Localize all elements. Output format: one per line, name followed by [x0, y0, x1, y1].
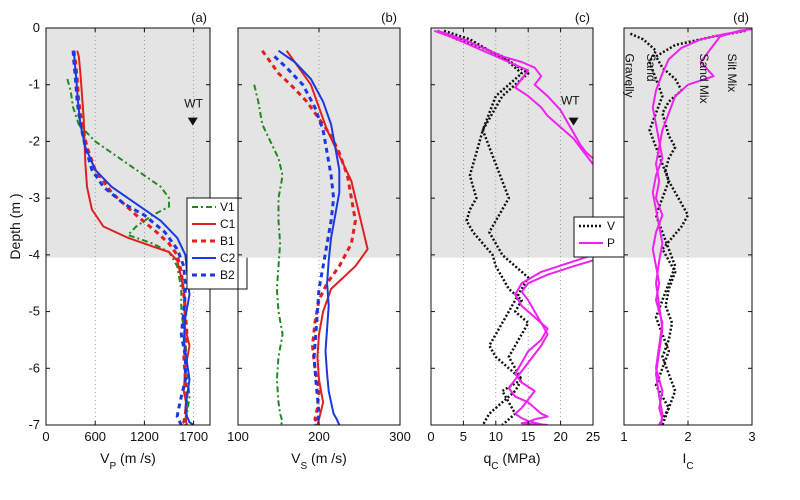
- x-axis-label-main: I: [682, 450, 686, 466]
- panel-b: 100 200 300 (b) VS (m /s): [227, 10, 411, 472]
- x-tick-label: 300: [389, 429, 411, 444]
- x-tick-label: 10: [489, 429, 503, 444]
- x-axis-label: IC: [682, 450, 693, 472]
- y-tick-label: -7: [28, 417, 40, 432]
- x-axis-label-main: V: [291, 450, 301, 466]
- series-group: [66, 50, 195, 425]
- x-axis-label-sub: P: [110, 461, 117, 472]
- x-tick-label: 1700: [179, 429, 208, 444]
- x-axis-label-unit: (m /s): [307, 450, 347, 466]
- panel-letter: (a): [191, 10, 207, 25]
- series-line-p-5: [514, 253, 593, 425]
- series-line-p-2: [433, 29, 593, 165]
- series-line-p-3: [437, 29, 593, 160]
- series-group: [433, 29, 593, 425]
- x-axis-label-unit: (m /s): [116, 450, 156, 466]
- zone-label: Gravelly: [623, 54, 637, 98]
- x-axis-label-main: V: [100, 450, 110, 466]
- series-line-v-0: [436, 29, 530, 425]
- improved-zone-shade: [238, 28, 400, 258]
- series-line-v1-0: [66, 78, 191, 425]
- panel-c: 0 5 10 15 20 25 (c) qC (MPa) WT: [427, 10, 600, 472]
- series-group: [253, 49, 369, 425]
- y-tick-label: -4: [28, 247, 40, 262]
- x-axis-label: VP (m /s): [100, 450, 156, 472]
- improved-zone-shade: [624, 28, 752, 258]
- x-tick-label: 15: [521, 429, 535, 444]
- panel-letter: (d): [733, 10, 749, 25]
- water-table-marker: [568, 117, 579, 126]
- panel-letter: (c): [575, 10, 590, 25]
- x-axis-label: qC (MPa): [483, 450, 540, 472]
- y-tick-label: -6: [28, 360, 40, 375]
- panel-a: 0 600 1200 1700 0 -1 -2 -3 -4 -5 -6 -7 (a) VP (m /s) D…: [7, 10, 211, 472]
- legend-label-c2: C2: [220, 251, 236, 265]
- x-tick-label: 100: [227, 429, 249, 444]
- zone-label: Sand: [644, 54, 658, 82]
- series-line-p-3: [651, 29, 746, 425]
- annotation: WT: [184, 96, 203, 110]
- x-axis-label-main: q: [483, 450, 491, 466]
- x-tick-label: 600: [84, 429, 106, 444]
- water-table-marker: [187, 117, 198, 126]
- legend-label-c1: C1: [220, 217, 236, 231]
- y-tick-label: -3: [28, 190, 40, 205]
- series-line-v-1: [443, 29, 530, 425]
- y-tick-label: 0: [33, 20, 40, 35]
- x-tick-label: 25: [586, 429, 600, 444]
- x-tick-label: 20: [553, 429, 567, 444]
- x-tick-label: 5: [460, 429, 467, 444]
- series-line-b2-4: [71, 50, 187, 425]
- legend-label-b2: B2: [220, 268, 235, 282]
- x-axis-label-sub: S: [301, 461, 308, 472]
- series-line-v-0: [654, 29, 746, 425]
- series-line-v1-0: [253, 84, 284, 425]
- y-tick-label: -5: [28, 304, 40, 319]
- x-tick-label: 2: [684, 429, 691, 444]
- x-tick-label: 3: [748, 429, 755, 444]
- y-tick-label: -2: [28, 133, 40, 148]
- x-tick-label: 1200: [130, 429, 159, 444]
- legend-label-v1: V1: [220, 200, 235, 214]
- x-tick-label: 200: [308, 429, 330, 444]
- annotation: WT: [561, 94, 580, 108]
- legend-box: [573, 216, 625, 258]
- y-tick-label: -1: [28, 77, 40, 92]
- panel-letter: (b): [381, 10, 397, 25]
- x-axis-label-sub: C: [491, 461, 498, 472]
- zone-label: Sand Mix: [697, 54, 711, 104]
- series-line-c1-1: [285, 50, 369, 425]
- x-tick-label: 1: [620, 429, 627, 444]
- x-axis-label-sub: C: [686, 461, 693, 472]
- x-axis-label-unit: (MPa): [499, 450, 541, 466]
- legend-label-p: P: [607, 236, 615, 250]
- legend-label-b1: B1: [220, 234, 235, 248]
- legend-c: VP: [573, 216, 625, 258]
- legend-label-v: V: [607, 219, 615, 233]
- x-tick-label: 0: [427, 429, 434, 444]
- improved-zone-shade: [46, 28, 210, 258]
- legend-a: V1 C1 B1 C2 B2: [186, 197, 248, 290]
- panel-d: 1 2 3 (d) IC Gravelly Sand Sand Mix Silt Mix: [620, 10, 755, 472]
- series-line-b1-2: [261, 49, 357, 425]
- x-axis-label: VS (m /s): [291, 450, 347, 472]
- zone-label: Silt Mix: [725, 54, 739, 93]
- series-line-c2-3: [277, 49, 341, 425]
- series-line-b2-4: [273, 55, 336, 425]
- series-group: [629, 28, 752, 425]
- x-tick-label: 0: [42, 429, 49, 444]
- y-axis-label: Depth (m ): [7, 193, 23, 259]
